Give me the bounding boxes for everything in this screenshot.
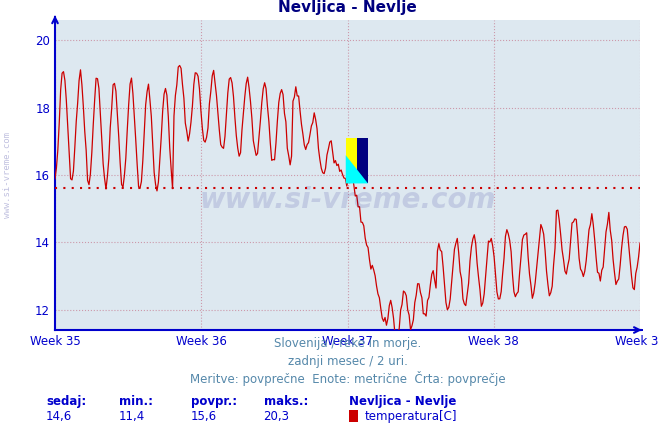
Text: zadnji mesec / 2 uri.: zadnji mesec / 2 uri. xyxy=(287,355,407,368)
Text: Slovenija / reke in morje.: Slovenija / reke in morje. xyxy=(274,337,421,350)
Text: 14,6: 14,6 xyxy=(46,410,72,423)
Bar xyxy=(357,138,368,184)
Text: 20,3: 20,3 xyxy=(264,410,289,423)
Text: povpr.:: povpr.: xyxy=(191,395,237,408)
Text: Nevljica - Nevlje: Nevljica - Nevlje xyxy=(349,395,457,408)
Text: maks.:: maks.: xyxy=(264,395,308,408)
Text: www.si-vreme.com: www.si-vreme.com xyxy=(199,186,496,214)
Text: www.si-vreme.com: www.si-vreme.com xyxy=(3,132,13,218)
Title: Nevljica - Nevlje: Nevljica - Nevlje xyxy=(278,0,417,14)
Text: Meritve: povprečne  Enote: metrične  Črta: povprečje: Meritve: povprečne Enote: metrične Črta:… xyxy=(190,371,505,386)
Polygon shape xyxy=(346,155,368,184)
Text: 11,4: 11,4 xyxy=(119,410,145,423)
Text: sedaj:: sedaj: xyxy=(46,395,86,408)
Text: temperatura[C]: temperatura[C] xyxy=(364,410,457,423)
Text: 15,6: 15,6 xyxy=(191,410,217,423)
Bar xyxy=(346,138,368,184)
Text: min.:: min.: xyxy=(119,395,153,408)
